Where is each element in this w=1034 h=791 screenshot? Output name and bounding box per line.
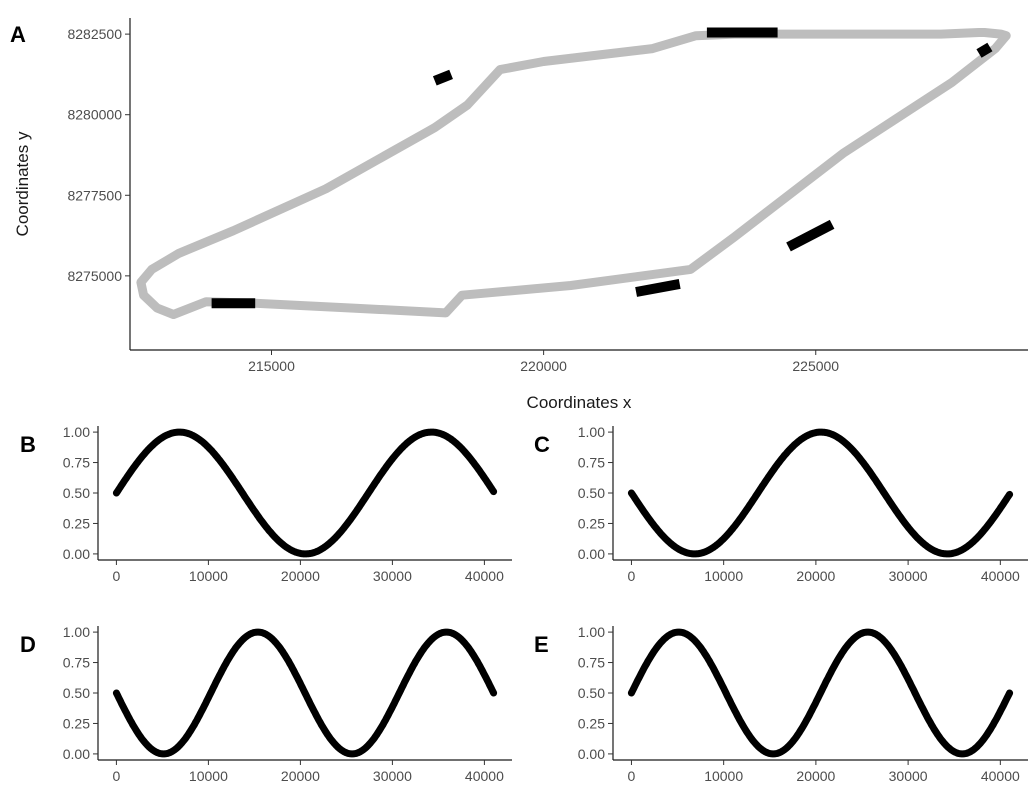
- y-tick-label: 0.25: [63, 515, 90, 531]
- y-tick-label: 0.00: [63, 546, 90, 562]
- y-axis-title: Coordinates y: [13, 131, 32, 236]
- x-tick-label: 10000: [189, 768, 228, 784]
- y-tick-label: 1.00: [578, 424, 605, 440]
- y-tick-label: 1.00: [578, 624, 605, 640]
- x-tick-label: 0: [628, 768, 636, 784]
- x-tick-label: 225000: [792, 358, 839, 374]
- panel-letter: C: [534, 432, 550, 457]
- y-tick-label: 0.75: [578, 455, 605, 471]
- panel-c: C 0 10000 20000 30000 40000 0.00 0.25 0.50 0.75 1.…: [534, 424, 1028, 584]
- panel-letter: E: [534, 632, 549, 657]
- highlight-segment: [976, 42, 993, 58]
- panel-letter: A: [10, 22, 26, 47]
- y-tick-label: 0.75: [63, 655, 90, 671]
- series-line: [627, 428, 1014, 558]
- panel-d: D 0 10000 20000 30000 40000 0.00 0.25 0.50 0.75 1.…: [20, 624, 512, 784]
- x-tick-label: 20000: [796, 768, 835, 784]
- panel-letter: D: [20, 632, 36, 657]
- y-tick-label: 0.25: [578, 515, 605, 531]
- y-tick-label: 0.25: [578, 715, 605, 731]
- series-line: [112, 628, 498, 758]
- x-tick-label: 10000: [704, 568, 743, 584]
- x-tick-label: 10000: [704, 768, 743, 784]
- x-tick-label: 40000: [981, 768, 1020, 784]
- x-tick-label: 30000: [889, 768, 928, 784]
- x-tick-label: 30000: [889, 568, 928, 584]
- panel-letter: B: [20, 432, 36, 457]
- y-tick-label: 0.50: [63, 685, 90, 701]
- x-tick-label: 0: [628, 568, 636, 584]
- x-tick-label: 30000: [373, 568, 412, 584]
- panel-a: A 215000 220000 225000 8275000 8277500 8280000…: [10, 18, 1028, 412]
- x-tick-label: 215000: [248, 358, 295, 374]
- x-tick-label: 20000: [281, 768, 320, 784]
- x-tick-label: 0: [113, 568, 121, 584]
- y-tick-label: 0.75: [578, 655, 605, 671]
- y-tick-label: 0.00: [63, 746, 90, 762]
- x-axis-title: Coordinates x: [527, 393, 632, 412]
- y-tick-label: 0.25: [63, 715, 90, 731]
- y-tick-label: 0.00: [578, 546, 605, 562]
- x-tick-label: 220000: [520, 358, 567, 374]
- x-tick-label: 40000: [465, 568, 504, 584]
- highlight-segment: [635, 278, 681, 297]
- y-tick-label: 0.50: [578, 485, 605, 501]
- y-tick-label: 0.00: [578, 746, 605, 762]
- trajectory-line: [136, 28, 1011, 319]
- x-tick-label: 30000: [373, 768, 412, 784]
- y-tick-label: 8280000: [67, 107, 122, 123]
- y-tick-label: 0.75: [63, 455, 90, 471]
- x-tick-label: 40000: [981, 568, 1020, 584]
- x-tick-label: 20000: [796, 568, 835, 584]
- series-line: [112, 428, 498, 558]
- highlight-segment: [432, 69, 453, 86]
- y-tick-label: 0.50: [578, 685, 605, 701]
- highlight-segment: [786, 219, 835, 252]
- x-tick-label: 40000: [465, 768, 504, 784]
- panel-e: E 0 10000 20000 30000 40000 0.00 0.25 0.50 0.75 1.…: [534, 624, 1028, 784]
- x-tick-label: 10000: [189, 568, 228, 584]
- y-tick-label: 8275000: [67, 268, 122, 284]
- x-tick-label: 0: [113, 768, 121, 784]
- y-tick-label: 0.50: [63, 485, 90, 501]
- y-tick-label: 1.00: [63, 424, 90, 440]
- y-tick-label: 8282500: [67, 26, 122, 42]
- y-tick-label: 1.00: [63, 624, 90, 640]
- series-line: [627, 628, 1014, 758]
- panel-b: B 0 10000 20000 30000 40000 0.00 0.25 0.50 0.75 1.…: [20, 424, 512, 584]
- x-tick-label: 20000: [281, 568, 320, 584]
- y-tick-label: 8277500: [67, 187, 122, 203]
